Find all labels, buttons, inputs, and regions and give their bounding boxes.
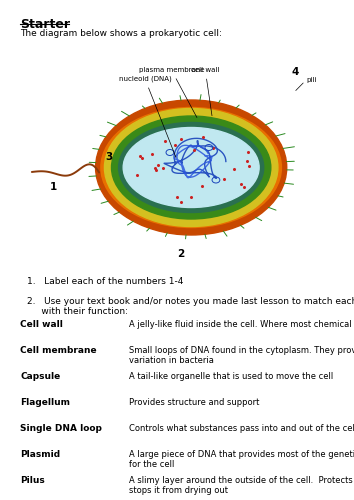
Text: nucleoid (DNA): nucleoid (DNA) bbox=[119, 76, 176, 158]
Text: The diagram below shows a prokaryotic cell:: The diagram below shows a prokaryotic ce… bbox=[20, 29, 222, 38]
Ellipse shape bbox=[96, 100, 287, 235]
Text: Pilus: Pilus bbox=[20, 476, 45, 485]
Text: 3: 3 bbox=[105, 152, 113, 162]
Text: Starter: Starter bbox=[20, 18, 70, 30]
Text: plasma membrane: plasma membrane bbox=[139, 68, 205, 117]
Text: A jelly-like fluid inside the cell. Where most chemical reactions occur: A jelly-like fluid inside the cell. Wher… bbox=[129, 320, 354, 329]
Text: 1.   Label each of the numbers 1-4: 1. Label each of the numbers 1-4 bbox=[27, 278, 183, 286]
Ellipse shape bbox=[123, 128, 259, 208]
Text: Plasmid: Plasmid bbox=[20, 450, 60, 459]
Text: Cell membrane: Cell membrane bbox=[20, 346, 97, 355]
Text: pili: pili bbox=[306, 77, 316, 83]
Text: A slimy layer around the outside of the cell.  Protects the cell and
stops it fr: A slimy layer around the outside of the … bbox=[129, 476, 354, 496]
Text: 2.   Use your text book and/or notes you made last lesson to match each of the s: 2. Use your text book and/or notes you m… bbox=[27, 296, 354, 316]
Text: cell wall: cell wall bbox=[191, 68, 219, 116]
Text: 1: 1 bbox=[50, 182, 57, 192]
Ellipse shape bbox=[119, 122, 264, 212]
Ellipse shape bbox=[101, 108, 281, 228]
Text: 2: 2 bbox=[177, 249, 184, 259]
Text: Cell wall: Cell wall bbox=[20, 320, 63, 329]
Text: Flagellum: Flagellum bbox=[20, 398, 70, 407]
Text: 4: 4 bbox=[292, 68, 299, 78]
Ellipse shape bbox=[104, 108, 278, 226]
Text: Capsule: Capsule bbox=[20, 372, 61, 381]
Text: Controls what substances pass into and out of the cell: Controls what substances pass into and o… bbox=[129, 424, 354, 433]
Text: A large piece of DNA that provides most of the genetic information
for the cell: A large piece of DNA that provides most … bbox=[129, 450, 354, 469]
Text: A tail-like organelle that is used to move the cell: A tail-like organelle that is used to mo… bbox=[129, 372, 333, 381]
Text: Single DNA loop: Single DNA loop bbox=[20, 424, 102, 433]
Text: Small loops of DNA found in the cytoplasm. They provide genetic
variation in bac: Small loops of DNA found in the cytoplas… bbox=[129, 346, 354, 366]
Ellipse shape bbox=[112, 116, 271, 219]
Text: Provides structure and support: Provides structure and support bbox=[129, 398, 259, 407]
